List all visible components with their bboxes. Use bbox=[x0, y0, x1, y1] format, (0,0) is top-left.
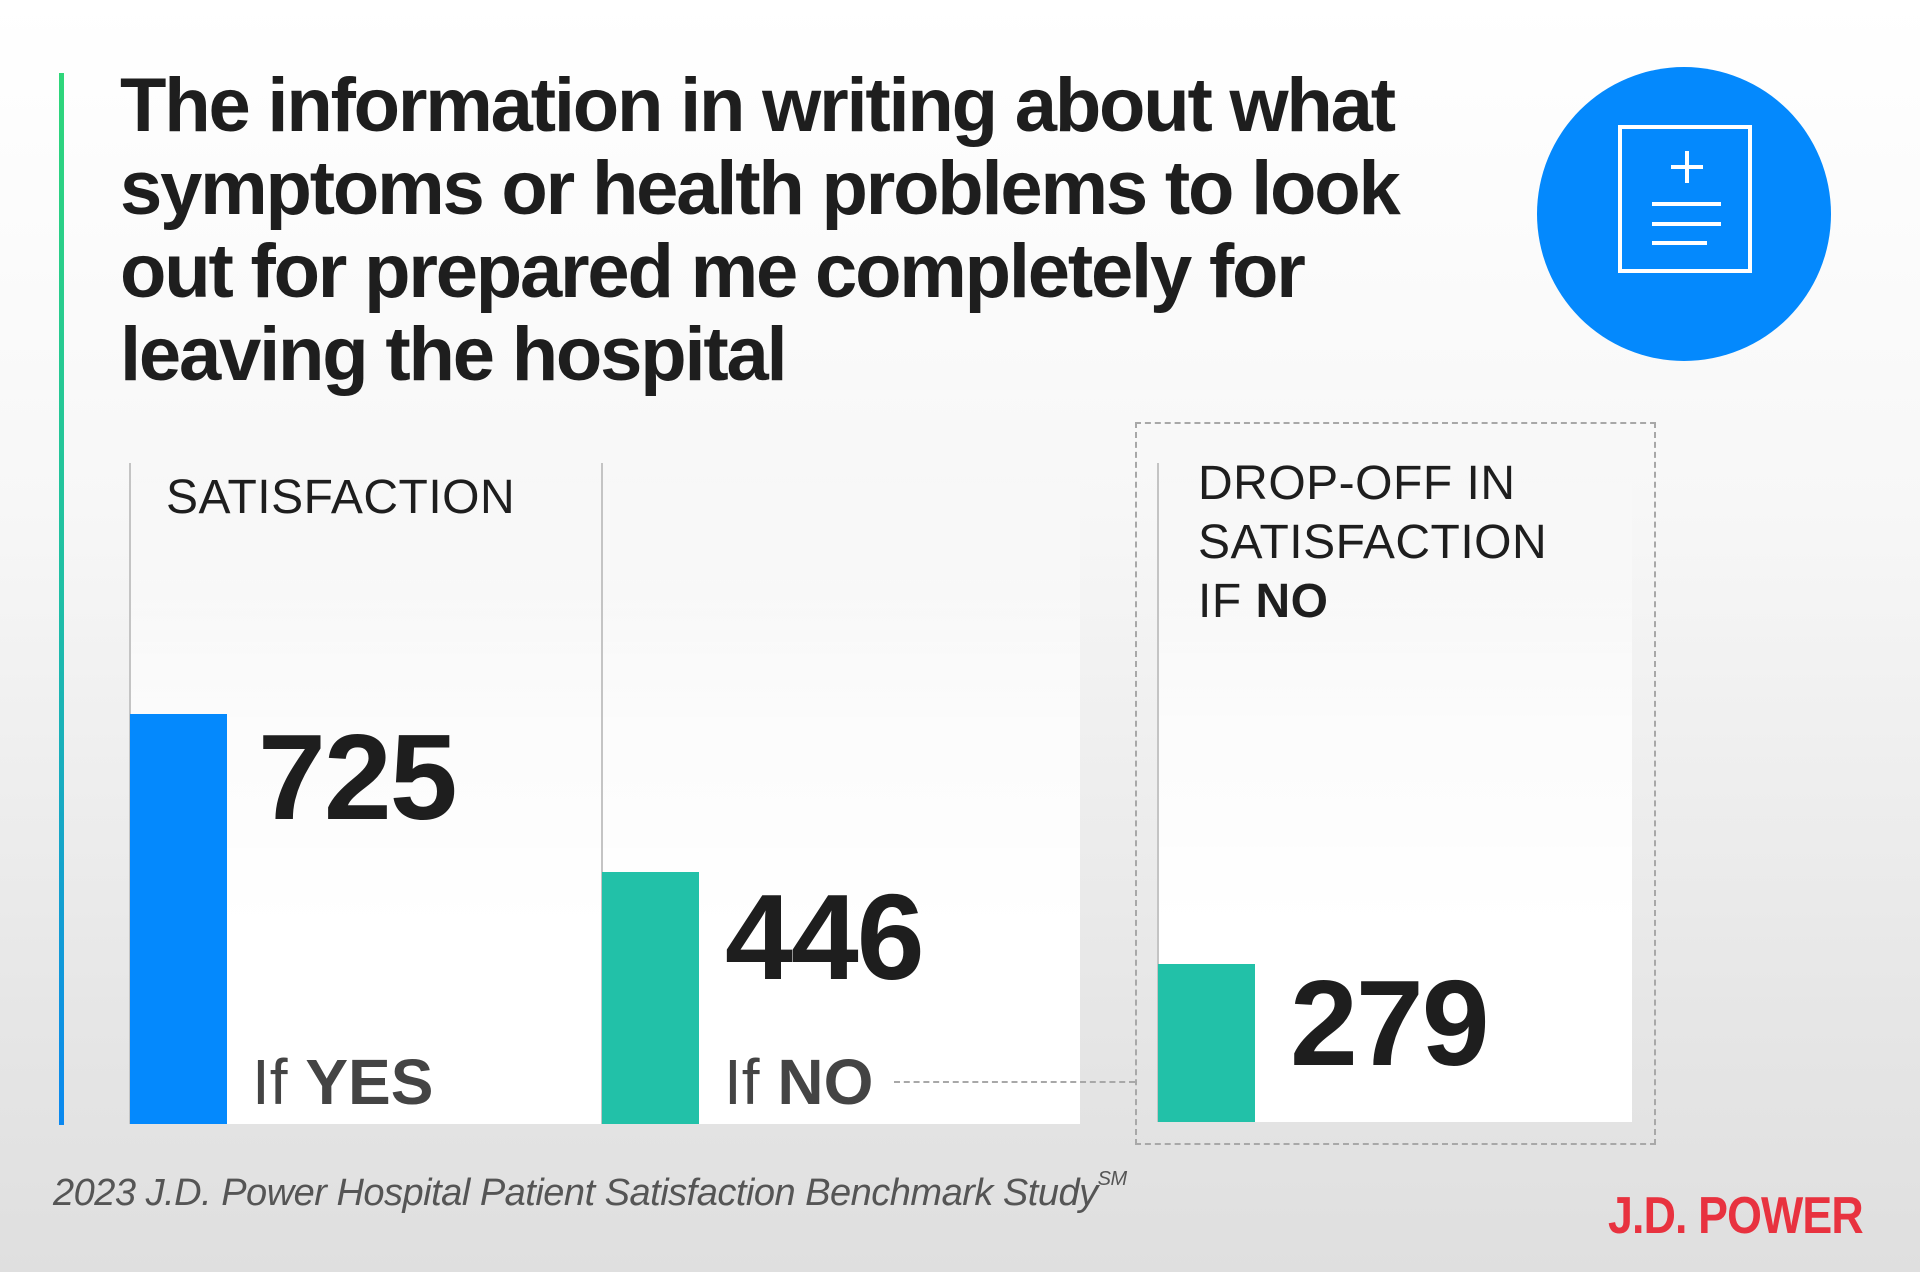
chart-title: The information in writing about what sy… bbox=[120, 63, 1401, 397]
bar-dropoff bbox=[1158, 964, 1255, 1122]
dropoff-bold: NO bbox=[1255, 575, 1329, 628]
title-line: leaving the hospital bbox=[120, 312, 788, 397]
dropoff-box bbox=[1135, 422, 1656, 1145]
value-label: 279 bbox=[1290, 955, 1490, 1091]
source-footnote: 2023 J.D. Power Hospital Patient Satisfa… bbox=[53, 1168, 1127, 1215]
category-bold: NO bbox=[777, 1046, 874, 1118]
axis-line bbox=[1157, 463, 1159, 1122]
axis-line bbox=[601, 463, 603, 1124]
accent-line bbox=[59, 73, 64, 1125]
dropoff-label-line: DROP-OFF IN bbox=[1198, 457, 1516, 510]
category-bold: YES bbox=[305, 1046, 434, 1118]
dropoff-label: DROP-OFF IN SATISFACTION IF NO bbox=[1198, 454, 1547, 631]
category-label: If NO bbox=[724, 1050, 873, 1114]
dropoff-label-line: SATISFACTION bbox=[1198, 516, 1548, 569]
source-text: 2023 J.D. Power Hospital Patient Satisfa… bbox=[53, 1172, 1098, 1214]
title-line: out for prepared me completely for bbox=[120, 229, 1306, 314]
bar-if-yes bbox=[130, 714, 227, 1124]
dropoff-prefix: IF bbox=[1198, 575, 1256, 628]
category-label: If YES bbox=[252, 1050, 433, 1114]
category-prefix: If bbox=[252, 1046, 306, 1118]
service-mark: SM bbox=[1097, 1168, 1128, 1190]
title-line: The information in writing about what bbox=[120, 63, 1396, 148]
satisfaction-label: SATISFACTION bbox=[166, 471, 516, 524]
value-label: 446 bbox=[725, 869, 925, 1005]
category-prefix: If bbox=[724, 1046, 778, 1118]
connector-line bbox=[894, 1081, 1135, 1083]
title-line: symptoms or health problems to look bbox=[120, 146, 1401, 231]
value-label: 725 bbox=[258, 709, 458, 845]
dropoff-label-line: IF NO bbox=[1198, 572, 1547, 631]
medical-document-icon bbox=[1537, 67, 1831, 361]
jd-power-logo: J.D. POWER bbox=[1608, 1187, 1864, 1245]
bar-if-no bbox=[602, 872, 699, 1124]
